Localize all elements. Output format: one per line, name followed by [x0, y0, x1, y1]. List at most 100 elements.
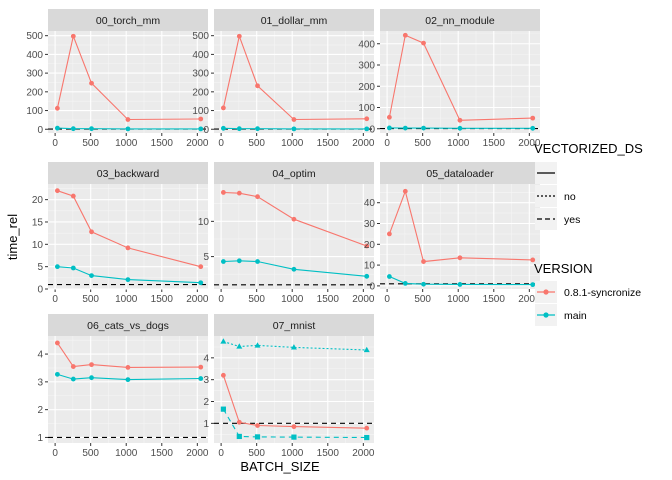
data-point	[386, 114, 392, 120]
x-tick-label: 1500	[317, 294, 340, 305]
x-tick-label: 0	[218, 294, 224, 305]
data-point	[70, 265, 76, 271]
y-tick-label: 0	[37, 285, 43, 296]
x-tick-label: 2000	[518, 294, 541, 305]
data-point	[291, 266, 297, 272]
panel-title: 06_cats_vs_dogs	[87, 320, 169, 332]
x-tick-label: 1500	[151, 448, 174, 459]
x-tick-label: 1000	[115, 138, 138, 149]
panel-02_nn_module: 02_nn_module 0 500 1000 1500 2000 0 100 200 300 40…	[358, 9, 541, 149]
panel-background	[48, 31, 208, 133]
data-point	[236, 258, 242, 264]
y-tick-label: 200	[358, 82, 375, 93]
x-tick-label: 1000	[115, 448, 138, 459]
x-tick-label: 2000	[186, 294, 209, 305]
panel-background	[214, 31, 374, 133]
y-tick-label: 4	[37, 350, 43, 361]
panel-05_dataloader: 05_dataloader 0 500 1000 1500 2000 0 10 20 30 40	[364, 162, 541, 305]
panel-strip	[214, 162, 374, 184]
data-point	[364, 425, 370, 431]
data-point	[255, 423, 260, 428]
data-point	[291, 424, 297, 430]
data-point	[54, 125, 60, 131]
panel-strip	[214, 9, 374, 31]
x-tick-label: 1500	[151, 138, 174, 149]
panel-strip	[48, 9, 208, 31]
y-tick-label: 3	[203, 375, 209, 386]
data-point	[402, 188, 408, 194]
x-tick-label: 2000	[186, 448, 209, 459]
x-tick-label: 500	[414, 138, 431, 149]
x-tick-label: 500	[82, 138, 99, 149]
x-tick-label: 0	[52, 294, 58, 305]
panel-strip	[48, 162, 208, 184]
data-point	[89, 273, 94, 278]
x-tick-label: 1500	[317, 138, 340, 149]
panel-background	[48, 336, 208, 443]
data-point	[402, 32, 408, 38]
legend-label-no: no	[564, 191, 576, 203]
data-point	[236, 433, 242, 440]
y-tick-label: 500	[26, 31, 43, 42]
y-tick-label: 400	[358, 39, 375, 50]
data-point	[255, 259, 260, 264]
data-point	[70, 364, 76, 369]
data-point	[386, 274, 392, 279]
data-point	[236, 419, 242, 425]
data-point	[530, 282, 536, 288]
panel-background	[214, 184, 374, 289]
x-tick-label: 500	[248, 448, 265, 459]
x-tick-label: 500	[82, 294, 99, 305]
data-point	[364, 434, 370, 441]
data-point	[54, 264, 60, 270]
data-point	[89, 126, 94, 132]
data-point	[421, 259, 426, 264]
legend-label-version: 0.8.1-syncronize	[564, 287, 641, 299]
data-point	[457, 117, 463, 123]
panel-00_torch_mm: 00_torch_mm0 500 1000 1500 20000100200300400…	[26, 9, 209, 149]
y-tick-label: 400	[192, 50, 209, 61]
x-tick-label: 500	[248, 138, 265, 149]
data-point	[70, 193, 76, 199]
data-point	[54, 371, 60, 377]
y-axis-title: time_rel	[5, 214, 20, 260]
data-point	[89, 375, 94, 381]
x-tick-label: 0	[384, 138, 390, 149]
panel-title: 02_nn_module	[425, 15, 495, 27]
y-tick-label: 20	[32, 195, 44, 206]
x-tick-label: 2000	[352, 294, 375, 305]
y-tick-label: 15	[32, 217, 44, 228]
data-point	[290, 344, 297, 350]
data-point	[198, 376, 204, 381]
data-point	[236, 343, 243, 349]
panel-strip	[48, 314, 208, 336]
y-tick-label: 100	[26, 106, 43, 117]
data-point	[125, 365, 131, 370]
data-point	[530, 125, 536, 131]
panel-background	[380, 184, 540, 289]
x-tick-label: 1000	[281, 138, 304, 149]
y-tick-label: 0	[369, 281, 375, 292]
data-point	[402, 125, 408, 131]
legend-label-yes: yes	[564, 214, 580, 226]
data-point	[198, 116, 204, 122]
y-tick-label: 200	[26, 87, 43, 98]
y-tick-label: 2	[203, 397, 209, 408]
data-point	[291, 216, 297, 222]
data-point	[125, 117, 131, 122]
x-tick-label: 2000	[186, 138, 209, 149]
data-point	[421, 125, 426, 131]
legend-title-version: VERSION	[534, 261, 593, 276]
data-point	[364, 273, 370, 279]
data-point	[236, 126, 242, 132]
data-point	[255, 126, 260, 132]
x-tick-label: 1500	[317, 448, 340, 459]
y-tick-label: 100	[358, 103, 375, 114]
data-point	[198, 264, 204, 270]
panel-01_dollar_mm: 01_dollar_mm0 500 1000 1500 2000010020030040…	[192, 9, 375, 149]
x-tick-label: 1000	[447, 138, 470, 149]
data-point	[364, 116, 370, 122]
x-tick-label: 2000	[352, 448, 375, 459]
x-tick-label: 500	[414, 294, 431, 305]
